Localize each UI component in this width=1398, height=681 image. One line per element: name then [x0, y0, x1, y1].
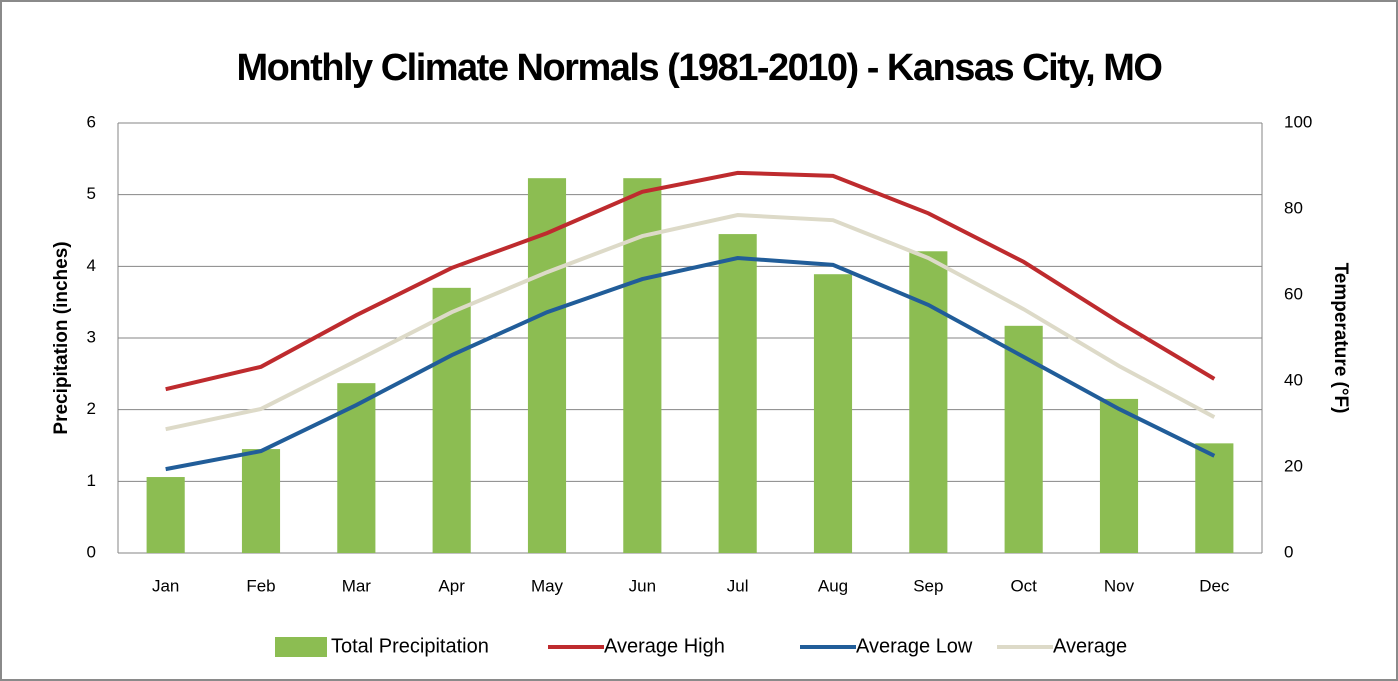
x-tick-label: May — [531, 576, 564, 595]
x-tick-label: Dec — [1199, 576, 1230, 595]
bar — [1195, 443, 1234, 553]
legend-label: Total Precipitation — [331, 635, 489, 657]
bar — [146, 477, 185, 553]
x-tick-label: Jan — [152, 576, 179, 595]
y-tick-label: 1 — [87, 471, 96, 490]
y2-axis-title: Temperature (°F) — [1330, 263, 1351, 414]
bar — [1004, 325, 1043, 553]
bar — [432, 287, 471, 553]
x-tick-label: Nov — [1104, 576, 1135, 595]
y2-tick-label: 100 — [1284, 112, 1312, 131]
y2-tick-label: 20 — [1284, 456, 1303, 475]
line-series — [165, 170, 1216, 392]
y-tick-label: 6 — [87, 112, 96, 131]
y-tick-label: 5 — [87, 184, 96, 203]
bar — [909, 251, 948, 554]
x-tick-label: Sep — [913, 576, 943, 595]
bar — [813, 274, 853, 553]
y-tick-label: 4 — [87, 256, 96, 275]
x-tick-label: Apr — [438, 576, 465, 595]
bar — [527, 178, 567, 553]
y2-tick-label: 80 — [1284, 198, 1303, 217]
y2-tick-label: 40 — [1284, 370, 1303, 389]
x-tick-label: Jun — [629, 576, 656, 595]
bar — [337, 383, 376, 553]
y-tick-label: 0 — [87, 542, 96, 561]
x-tick-label: Feb — [246, 576, 275, 595]
legend-label: Average High — [604, 635, 725, 657]
bar — [241, 449, 281, 553]
y-tick-label: 2 — [87, 399, 96, 418]
line-series — [165, 213, 1216, 432]
x-tick-label: Aug — [818, 576, 848, 595]
y-axis-title: Precipitation (inches) — [51, 241, 72, 434]
legend-swatch — [275, 637, 327, 657]
chart-title: Monthly Climate Normals (1981-2010) - Ka… — [237, 47, 1162, 89]
line-series — [165, 256, 1216, 472]
x-tick-label: Mar — [342, 576, 372, 595]
y-tick-label: 3 — [87, 327, 96, 346]
x-tick-label: Jul — [727, 576, 749, 595]
y2-tick-label: 0 — [1284, 542, 1293, 561]
legend-label: Average — [1053, 635, 1127, 657]
x-tick-label: Oct — [1010, 576, 1037, 595]
bar — [718, 234, 757, 554]
bar — [1099, 398, 1139, 553]
y2-tick-label: 60 — [1284, 284, 1303, 303]
legend-label: Average Low — [856, 635, 973, 657]
